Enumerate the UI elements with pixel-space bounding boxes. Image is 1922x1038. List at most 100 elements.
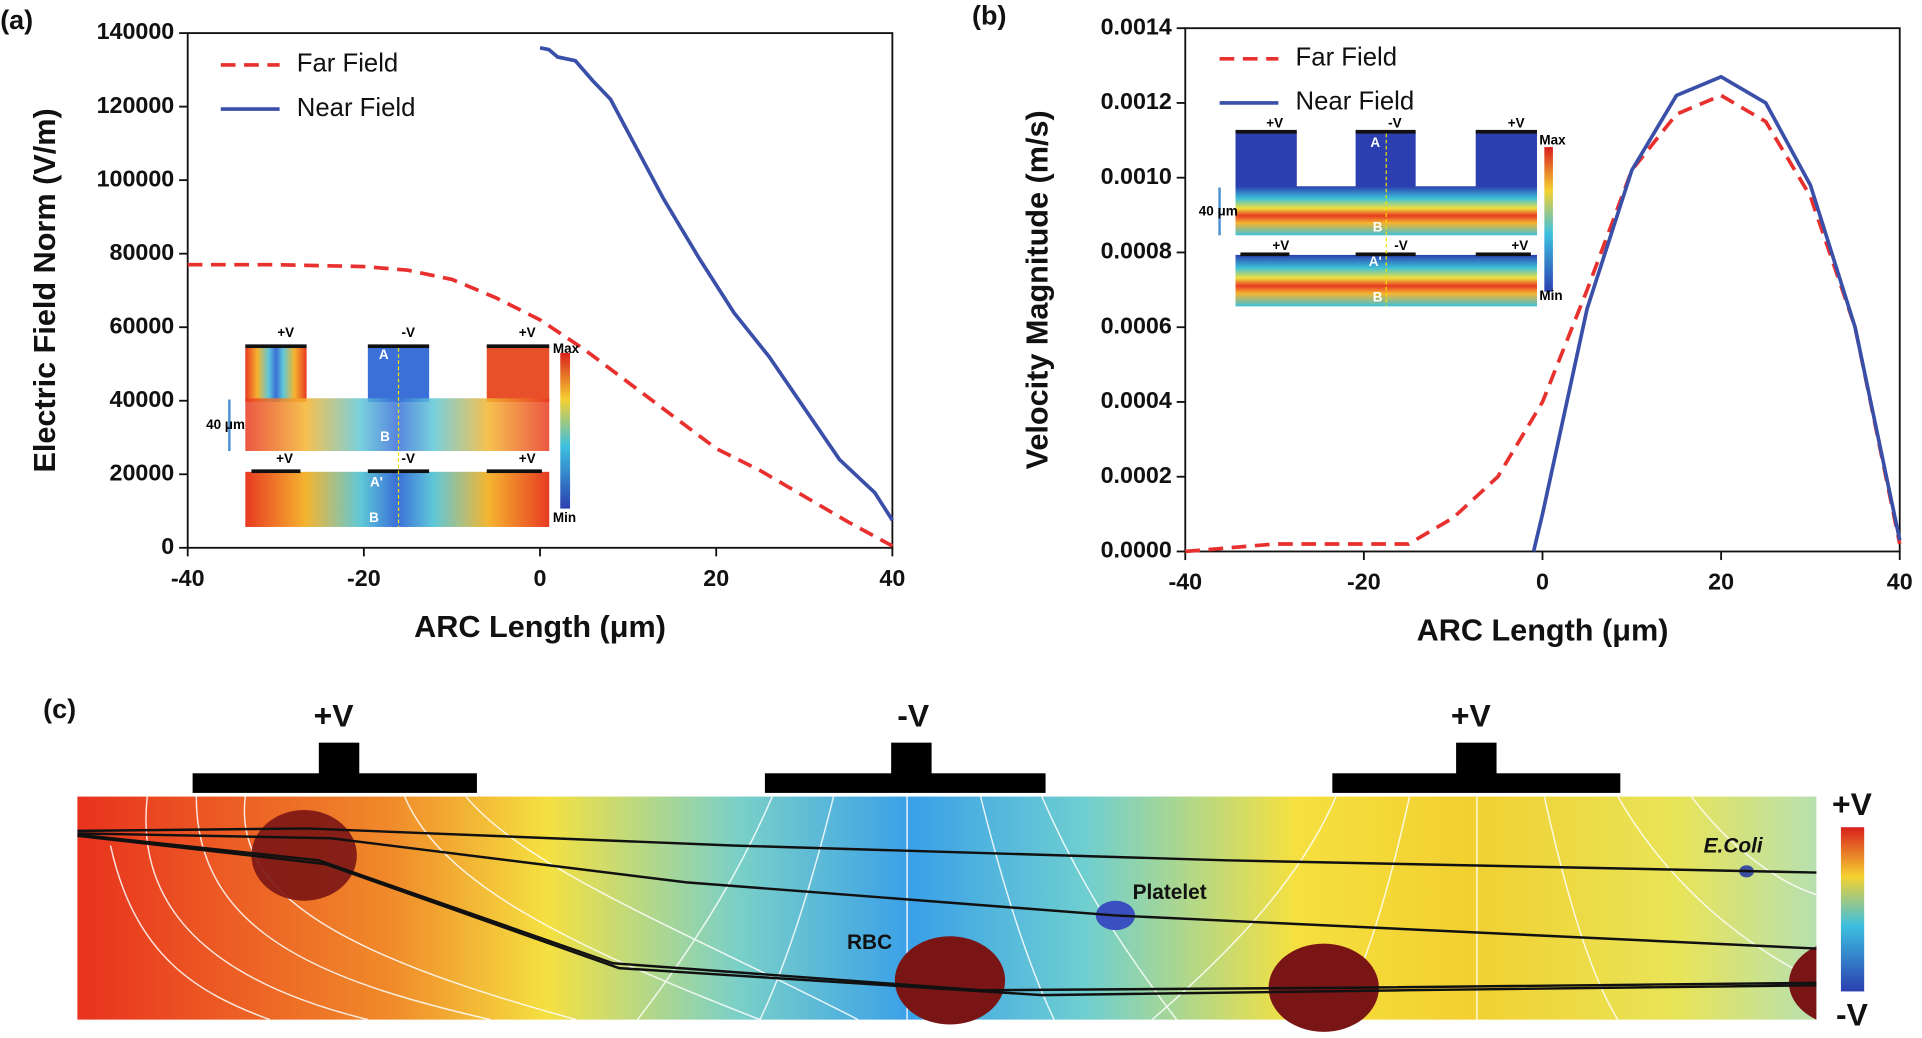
inset-label: Min bbox=[553, 510, 576, 525]
electrode bbox=[1332, 773, 1621, 793]
scale-label: -V bbox=[1836, 997, 1869, 1033]
electrode bbox=[891, 742, 932, 775]
post bbox=[1235, 132, 1297, 189]
line-series bbox=[539, 45, 894, 522]
inset-label: A' bbox=[370, 474, 383, 489]
electrode bbox=[1475, 252, 1531, 257]
x-axis-title: ARC Length (μm) bbox=[1417, 613, 1669, 647]
y-tick-label: 20000 bbox=[110, 459, 175, 485]
inset-label: B bbox=[380, 429, 390, 444]
electrode-label: +V bbox=[1451, 698, 1492, 734]
post bbox=[486, 346, 550, 402]
inset-label: 40 μm bbox=[1199, 204, 1238, 219]
color-bar bbox=[1544, 147, 1553, 292]
y-axis-title: Electric Field Norm (V/m) bbox=[28, 108, 62, 472]
x-tick-label: 20 bbox=[703, 565, 729, 591]
inset-b: +V -V +V A B +V -V +V A' B 40 μm Max Min bbox=[1199, 115, 1566, 307]
color-bar bbox=[560, 352, 571, 509]
y-tick-label: 0.0008 bbox=[1101, 238, 1172, 264]
x-tick-label: -40 bbox=[171, 565, 205, 591]
y-tick-label: 0.0010 bbox=[1101, 163, 1172, 189]
line-series bbox=[1531, 74, 1902, 552]
x-tick-label: 40 bbox=[879, 565, 905, 591]
electrode-label: -V bbox=[897, 698, 930, 734]
y-tick-label: 0.0006 bbox=[1101, 312, 1172, 338]
electrode bbox=[192, 773, 477, 793]
line-series bbox=[187, 262, 894, 548]
inset-label: +V bbox=[1508, 115, 1525, 130]
y-tick-label: 0.0004 bbox=[1101, 387, 1172, 413]
trajectories bbox=[77, 827, 1817, 997]
y-tick-label: 0.0014 bbox=[1101, 13, 1172, 39]
inset-label: +V bbox=[277, 325, 294, 340]
x-tick-label: -20 bbox=[1347, 568, 1381, 594]
rbc bbox=[251, 810, 357, 901]
rbc bbox=[894, 936, 1006, 1025]
electrode bbox=[764, 773, 1046, 793]
chart: 0.0000 0.0002 0.0004 0.0006 0.0008 0.0010 0.00… bbox=[972, 0, 1913, 647]
y-tick-label: 0 bbox=[161, 533, 174, 559]
x-tick-label: 0 bbox=[534, 565, 547, 591]
x-tick-label: 40 bbox=[1887, 568, 1913, 594]
inset-label: A bbox=[379, 347, 389, 362]
inset-label: Min bbox=[1539, 288, 1562, 303]
inset-label: A' bbox=[1369, 254, 1382, 269]
x-tick-label: -20 bbox=[347, 565, 381, 591]
y-tick-label: 0.0012 bbox=[1101, 88, 1172, 114]
electrode bbox=[486, 469, 542, 474]
inset-label: -V bbox=[402, 451, 415, 466]
x-axis-title: ARC Length (μm) bbox=[414, 610, 666, 644]
particle-label: E.Coli bbox=[1704, 834, 1764, 857]
inset-a: +V -V +V A B +V -V +V A' B 40 μm Max Min bbox=[206, 325, 580, 527]
electrode bbox=[1355, 252, 1416, 257]
post bbox=[1475, 132, 1537, 189]
y-tick-label: 100000 bbox=[97, 165, 175, 191]
color-bar bbox=[1840, 827, 1865, 992]
y-tick-label: 140000 bbox=[97, 18, 175, 44]
plot-frame bbox=[1184, 27, 1901, 553]
simulation-panel: (c) +V -V +V E.Coli Platelet RBC +V -V bbox=[43, 694, 1873, 1033]
panel-label: (a) bbox=[0, 5, 33, 35]
chart: 0 20000 40000 60000 80000 100000 120000 140000 -… bbox=[0, 5, 905, 644]
particle-label: RBC bbox=[847, 931, 892, 954]
legend-label: Far Field bbox=[1296, 44, 1397, 72]
y-tick-label: 0.0000 bbox=[1101, 537, 1172, 563]
post bbox=[245, 346, 307, 402]
electrode bbox=[367, 344, 430, 349]
inset-label: +V bbox=[276, 451, 293, 466]
inset-label: B bbox=[1373, 289, 1383, 304]
line-series bbox=[1185, 93, 1902, 554]
legend-label: Near Field bbox=[297, 94, 416, 122]
y-axis-title: Velocity Magnitude (m/s) bbox=[1021, 110, 1055, 469]
scale-label: +V bbox=[1832, 786, 1873, 822]
panel-label: (c) bbox=[43, 694, 76, 724]
inset-label: A bbox=[1370, 135, 1380, 150]
inset-label: +V bbox=[1266, 115, 1283, 130]
electrode-label: +V bbox=[314, 698, 355, 734]
electrode bbox=[251, 469, 301, 474]
electrode bbox=[1235, 129, 1297, 134]
electrode bbox=[1355, 129, 1416, 134]
electrode bbox=[1456, 742, 1497, 775]
electrode bbox=[245, 344, 307, 349]
electrode bbox=[318, 742, 360, 775]
inset-label: Max bbox=[553, 341, 580, 356]
y-tick-label: 0.0002 bbox=[1101, 462, 1172, 488]
y-tick-label: 120000 bbox=[97, 92, 175, 118]
inset-label: -V bbox=[1394, 238, 1407, 253]
electrode bbox=[1475, 129, 1537, 134]
inset-label: -V bbox=[1388, 115, 1401, 130]
legend-label: Far Field bbox=[297, 50, 398, 78]
channel bbox=[245, 398, 550, 451]
x-tick-label: 0 bbox=[1536, 568, 1549, 594]
inset-label: Max bbox=[1539, 132, 1566, 147]
y-tick-label: 40000 bbox=[110, 386, 175, 412]
inset-label: +V bbox=[1511, 238, 1528, 253]
x-tick-label: 20 bbox=[1708, 568, 1734, 594]
inset-label: B bbox=[369, 510, 379, 525]
y-tick-label: 80000 bbox=[110, 239, 175, 265]
legend-label: Near Field bbox=[1296, 88, 1415, 116]
inset-label: 40 μm bbox=[206, 417, 245, 432]
y-tick-label: 60000 bbox=[110, 312, 175, 338]
